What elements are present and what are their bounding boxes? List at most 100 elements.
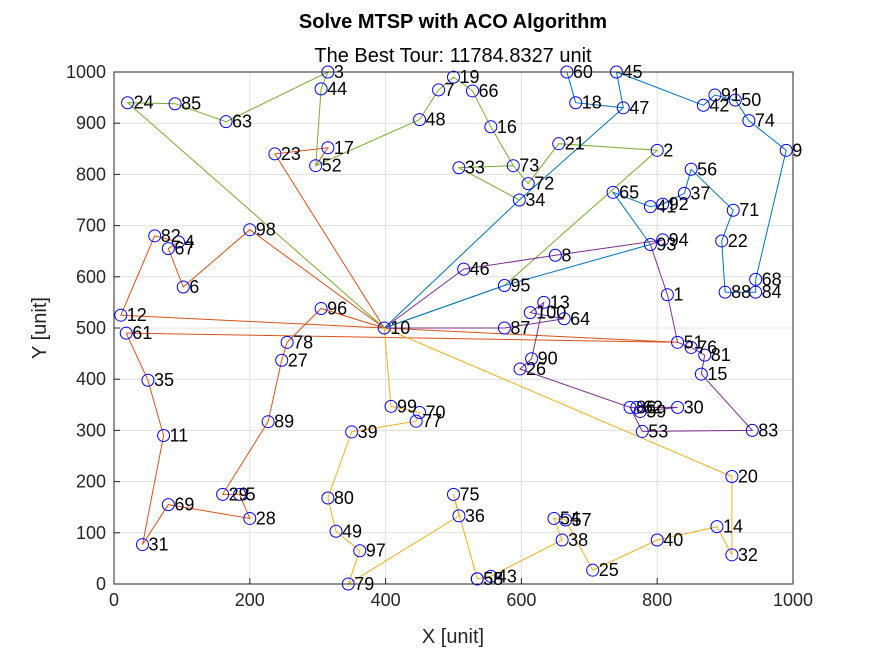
city-marker xyxy=(749,272,763,286)
city-marker xyxy=(696,98,710,112)
city-label: 53 xyxy=(648,421,668,441)
city-marker xyxy=(745,423,759,437)
city-label: 8 xyxy=(561,245,571,265)
city-marker xyxy=(715,234,729,248)
city-label: 28 xyxy=(256,508,276,528)
city-marker xyxy=(677,186,691,200)
city-marker xyxy=(630,400,644,414)
city-label: 91 xyxy=(721,85,741,105)
city-marker xyxy=(219,115,233,129)
city-label: 31 xyxy=(149,535,169,555)
y-tick-label: 500 xyxy=(76,318,106,338)
city-label: 19 xyxy=(460,67,480,87)
city-marker xyxy=(684,162,698,176)
city-marker xyxy=(718,285,732,299)
route-line xyxy=(126,70,659,329)
city-marker xyxy=(726,203,740,217)
city-label: 98 xyxy=(256,220,276,240)
city-marker xyxy=(452,161,466,175)
y-tick-label: 400 xyxy=(76,369,106,389)
city-label: 100 xyxy=(536,303,566,323)
city-marker xyxy=(742,114,756,128)
city-marker xyxy=(569,96,583,110)
city-label: 81 xyxy=(711,345,731,365)
route-line xyxy=(327,327,733,586)
y-tick-label: 600 xyxy=(76,267,106,287)
grid xyxy=(113,71,794,585)
city-marker xyxy=(447,70,460,84)
city-marker xyxy=(671,335,685,349)
city-marker xyxy=(261,415,275,429)
city-label: 58 xyxy=(483,569,503,589)
city-label: 99 xyxy=(397,396,417,416)
city-marker xyxy=(497,279,511,293)
city-label: 17 xyxy=(334,138,354,158)
city-label: 35 xyxy=(154,370,174,390)
city-marker xyxy=(656,197,670,211)
city-label: 20 xyxy=(738,466,758,486)
city-marker xyxy=(643,238,657,252)
city-marker xyxy=(523,306,537,320)
city-label: 67 xyxy=(174,239,194,259)
city-label: 25 xyxy=(599,560,619,580)
y-tick-label: 200 xyxy=(76,472,106,492)
city-label: 73 xyxy=(519,156,539,176)
city-marker xyxy=(525,352,539,366)
city-label: 88 xyxy=(731,282,751,302)
city-label: 29 xyxy=(229,484,249,504)
y-tick-label: 0 xyxy=(96,574,106,594)
city-label: 95 xyxy=(510,276,530,296)
x-tick-label: 800 xyxy=(642,590,672,610)
city-marker xyxy=(243,223,257,237)
city-label: 2 xyxy=(663,140,673,160)
city-label: 84 xyxy=(762,282,782,302)
city-marker xyxy=(506,159,520,173)
city-marker xyxy=(698,348,712,362)
route-line xyxy=(120,229,678,545)
city-label: 40 xyxy=(663,530,683,550)
city-label: 43 xyxy=(497,566,517,586)
city-label: 85 xyxy=(181,94,201,114)
x-tick-label: 200 xyxy=(235,590,265,610)
city-marker xyxy=(384,399,398,413)
city-label: 14 xyxy=(723,517,743,537)
city-marker xyxy=(233,487,247,501)
city-marker xyxy=(710,520,724,534)
city-label: 30 xyxy=(684,397,704,417)
city-label: 39 xyxy=(358,422,378,442)
city-marker xyxy=(275,353,289,367)
city-label: 38 xyxy=(568,530,588,550)
city-marker xyxy=(409,414,423,428)
city-marker xyxy=(725,469,739,483)
city-marker xyxy=(586,563,600,577)
city-label: 11 xyxy=(170,426,189,446)
city-marker xyxy=(413,405,427,419)
city-marker xyxy=(321,491,335,505)
city-label: 74 xyxy=(755,111,775,131)
city-label: 47 xyxy=(629,98,649,118)
city-label: 42 xyxy=(709,95,729,115)
city-marker xyxy=(141,373,155,387)
y-axis-label: Y [unit] xyxy=(29,297,51,359)
city-label: 33 xyxy=(465,158,485,178)
city-marker xyxy=(157,429,171,443)
city-label: 65 xyxy=(619,182,639,202)
city-label: 7 xyxy=(445,80,455,100)
city-marker xyxy=(457,262,471,276)
city-label: 90 xyxy=(538,349,558,369)
chart-title: Solve MTSP with ACO Algorithm xyxy=(299,11,607,33)
city-label: 69 xyxy=(174,495,194,515)
city-marker xyxy=(606,185,620,199)
city-label: 13 xyxy=(550,292,570,312)
city-label: 97 xyxy=(366,541,386,561)
city-marker xyxy=(749,285,763,299)
city-label: 49 xyxy=(342,521,362,541)
x-tick-label: 0 xyxy=(109,590,119,610)
y-tick-label: 1000 xyxy=(66,62,106,82)
city-marker xyxy=(643,200,657,214)
city-label: 82 xyxy=(161,226,181,246)
city-marker xyxy=(114,308,128,322)
city-label: 37 xyxy=(690,183,710,203)
chart-subtitle: The Best Tour: 11784.8327 unit xyxy=(314,45,592,67)
